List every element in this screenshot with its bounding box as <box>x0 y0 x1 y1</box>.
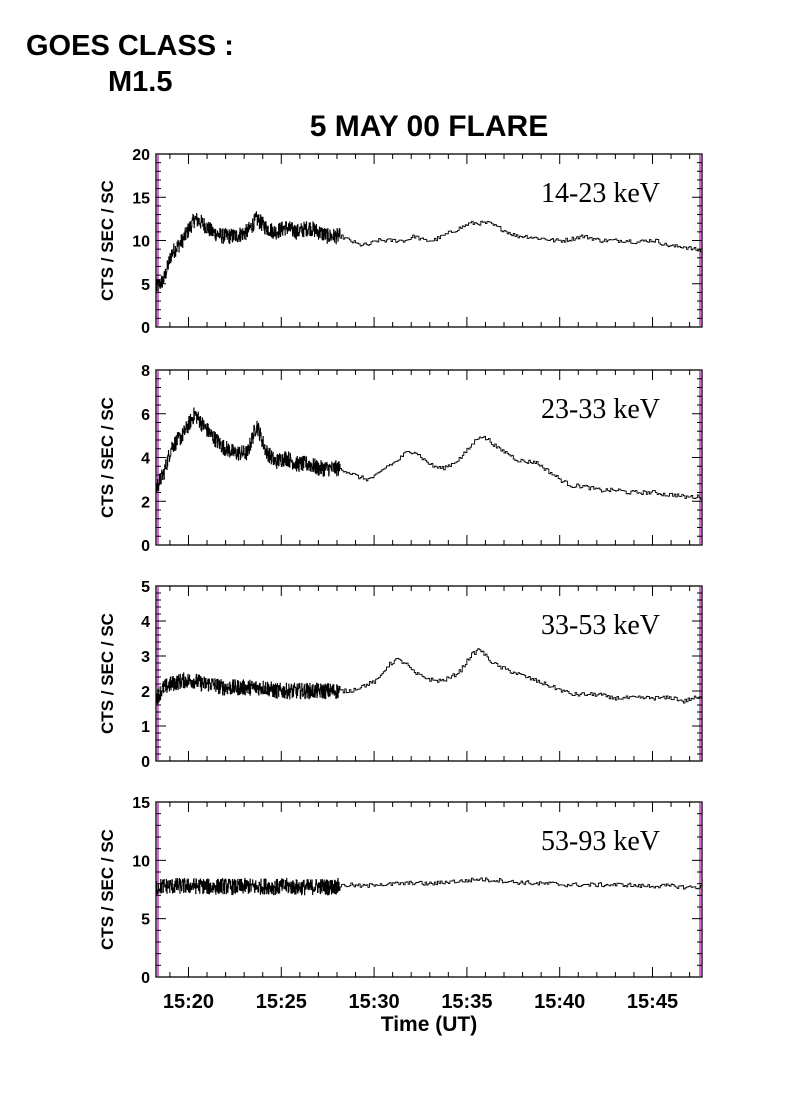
chart-panel: 0 1 2 3 4 5 CTS / SEC / SC 33-53 keV <box>98 579 703 771</box>
y-tick-label: 3 <box>141 649 150 666</box>
goes-class-label: GOES CLASS : M1.5 <box>26 28 234 100</box>
y-tick-label: 0 <box>141 320 150 337</box>
y-tick-label: 10 <box>132 853 150 870</box>
light-curve-trace <box>155 407 702 500</box>
chart-title: 5 MAY 00 FLARE <box>309 110 549 143</box>
x-tick-label: 15:30 <box>349 991 400 1013</box>
y-tick-label: 5 <box>141 579 150 596</box>
y-tick-label: 5 <box>141 912 150 929</box>
y-tick-label: 4 <box>141 451 150 468</box>
goes-class-value: M1.5 <box>108 66 173 98</box>
y-tick-label: 5 <box>141 277 150 294</box>
y-tick-label: 6 <box>141 407 150 424</box>
chart-panel: 0 5 10 15 15:20 15:25 15:30 15:35 15:40 15:45 CTS … <box>98 795 703 1013</box>
energy-band-label: 33-53 keV <box>541 610 660 641</box>
y-tick-label: 1 <box>141 719 150 736</box>
x-tick-label: 15:25 <box>256 991 307 1013</box>
y-tick-label: 2 <box>141 494 150 511</box>
y-tick-label: 10 <box>132 234 150 251</box>
chart-panel: 0 5 10 15 20 CTS / SEC / SC 14-23 keV <box>98 147 703 337</box>
y-tick-label: 15 <box>132 795 150 812</box>
y-axis-label: CTS / SEC / SC <box>98 397 117 518</box>
y-tick-label: 0 <box>141 754 150 771</box>
goes-class-heading: GOES CLASS : <box>26 30 234 62</box>
energy-band-label: 53-93 keV <box>541 826 660 857</box>
y-tick-label: 0 <box>141 538 150 555</box>
plot-frame <box>155 801 703 978</box>
y-tick-label: 0 <box>141 970 150 987</box>
y-axis-label: CTS / SEC / SC <box>98 829 117 950</box>
plot-frame <box>155 585 703 762</box>
y-tick-label: 4 <box>141 614 150 631</box>
x-tick-label: 15:20 <box>163 991 214 1013</box>
chart-panel: 0 2 4 6 8 CTS / SEC / SC 23-33 keV <box>98 363 703 555</box>
y-axis-label: CTS / SEC / SC <box>98 613 117 734</box>
y-axis-label: CTS / SEC / SC <box>98 180 117 301</box>
y-tick-label: 8 <box>141 363 150 380</box>
x-tick-label: 15:35 <box>441 991 492 1013</box>
energy-band-label: 23-33 keV <box>541 394 660 425</box>
x-axis-label: Time (UT) <box>380 1013 478 1036</box>
y-tick-label: 15 <box>132 190 150 207</box>
light-curve-trace <box>155 877 702 896</box>
y-tick-label: 20 <box>132 147 150 164</box>
light-curve-trace <box>155 211 702 292</box>
x-tick-label: 15:45 <box>627 991 678 1013</box>
light-curve-trace <box>155 648 702 705</box>
y-tick-label: 2 <box>141 684 150 701</box>
energy-band-label: 14-23 keV <box>541 178 660 209</box>
x-tick-label: 15:40 <box>534 991 585 1013</box>
